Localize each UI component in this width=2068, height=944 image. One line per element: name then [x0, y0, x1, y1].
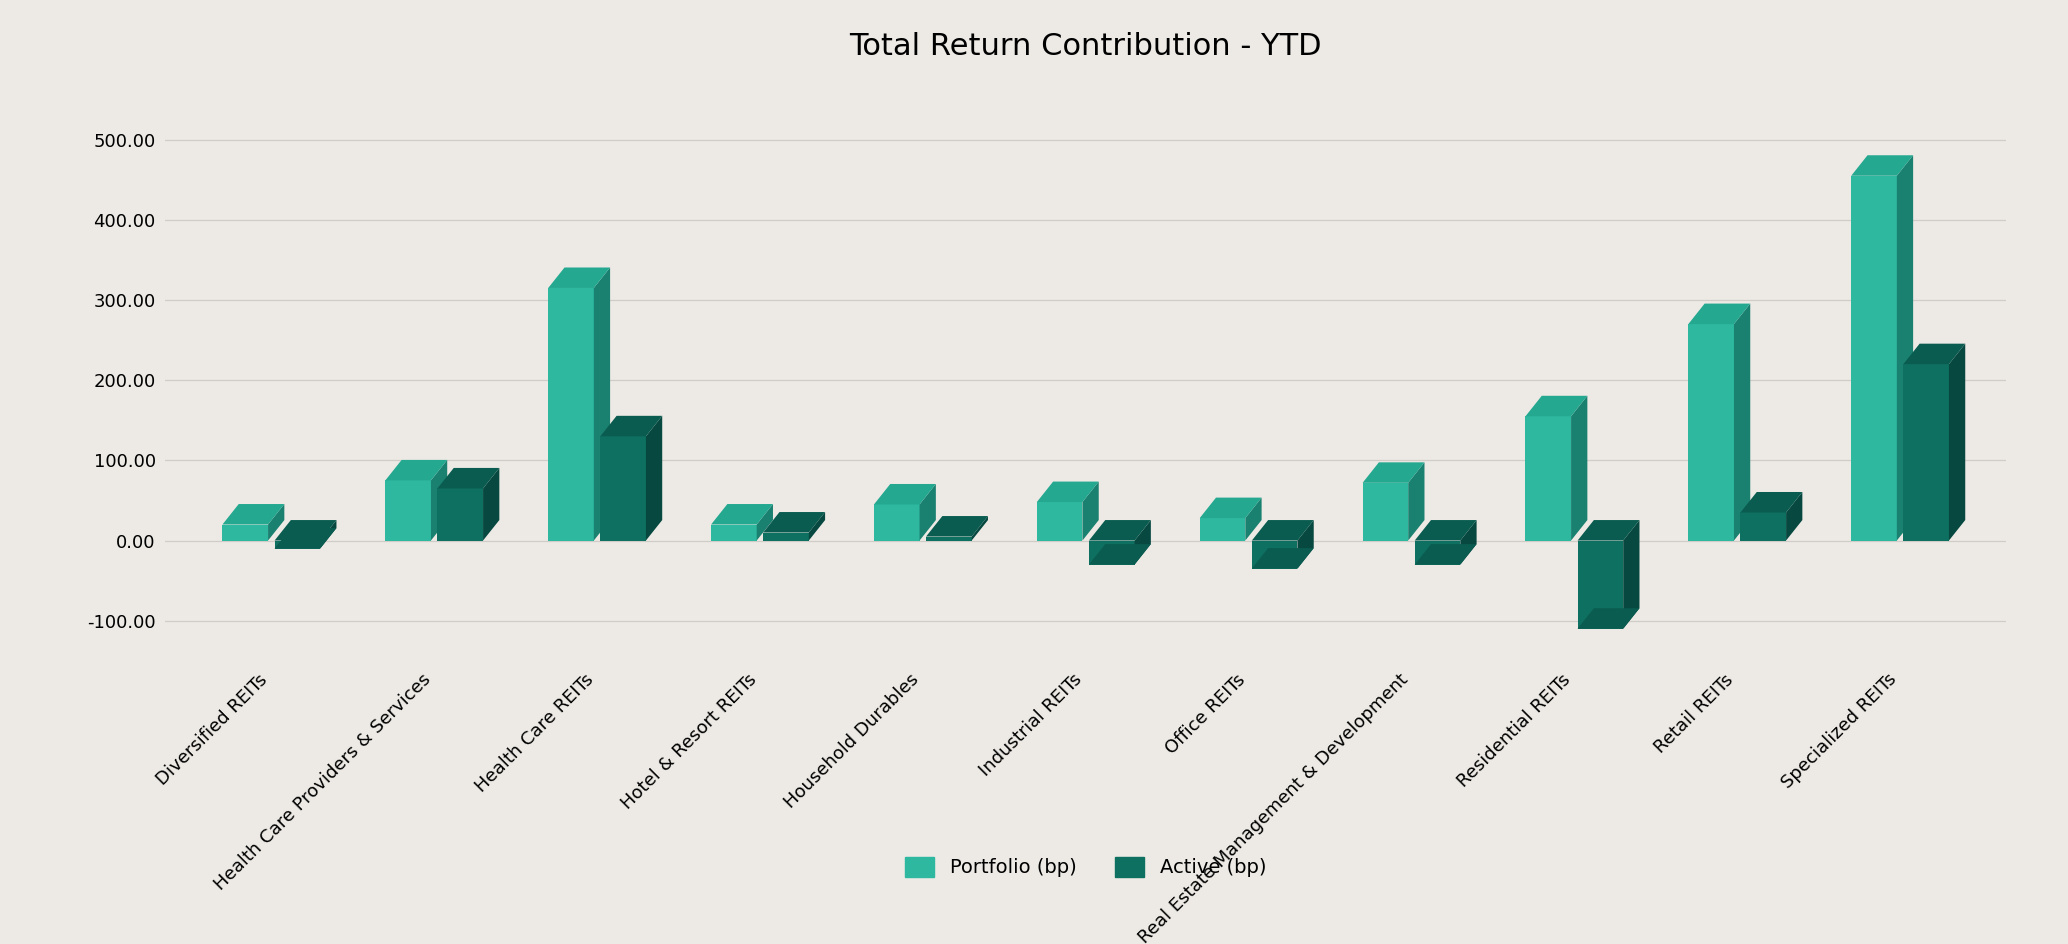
- Polygon shape: [1896, 155, 1913, 541]
- Polygon shape: [926, 516, 989, 536]
- Polygon shape: [385, 480, 430, 541]
- Polygon shape: [1090, 520, 1152, 541]
- Polygon shape: [1090, 544, 1152, 565]
- Polygon shape: [875, 504, 920, 541]
- Polygon shape: [1851, 176, 1896, 541]
- Polygon shape: [275, 528, 337, 548]
- Polygon shape: [1199, 518, 1245, 541]
- Polygon shape: [711, 525, 757, 541]
- Polygon shape: [1363, 482, 1408, 541]
- Polygon shape: [1090, 541, 1135, 565]
- Polygon shape: [972, 516, 989, 541]
- Polygon shape: [1741, 513, 1787, 541]
- Polygon shape: [1036, 481, 1098, 502]
- Polygon shape: [1578, 608, 1640, 629]
- Polygon shape: [1415, 541, 1460, 565]
- Legend: Portfolio (bp), Active (bp): Portfolio (bp), Active (bp): [898, 849, 1274, 885]
- Polygon shape: [484, 468, 498, 541]
- Polygon shape: [548, 288, 594, 541]
- Polygon shape: [600, 415, 662, 436]
- Polygon shape: [920, 484, 937, 541]
- Polygon shape: [1415, 520, 1477, 541]
- Polygon shape: [1572, 396, 1588, 541]
- Polygon shape: [757, 504, 773, 541]
- Polygon shape: [1135, 520, 1152, 565]
- Polygon shape: [548, 267, 610, 288]
- Title: Total Return Contribution - YTD: Total Return Contribution - YTD: [850, 32, 1321, 60]
- Polygon shape: [223, 525, 269, 541]
- Polygon shape: [875, 484, 937, 504]
- Polygon shape: [1948, 344, 1965, 541]
- Polygon shape: [223, 504, 283, 525]
- Polygon shape: [763, 532, 809, 541]
- Polygon shape: [385, 460, 447, 480]
- Polygon shape: [1578, 541, 1623, 629]
- Polygon shape: [1082, 481, 1098, 541]
- Polygon shape: [438, 468, 498, 488]
- Polygon shape: [1851, 155, 1913, 176]
- Polygon shape: [1526, 416, 1572, 541]
- Polygon shape: [1903, 344, 1965, 364]
- Polygon shape: [1687, 324, 1733, 541]
- Polygon shape: [438, 488, 484, 541]
- Polygon shape: [1363, 463, 1425, 482]
- Polygon shape: [1408, 463, 1425, 541]
- Polygon shape: [600, 436, 645, 541]
- Polygon shape: [1415, 544, 1477, 565]
- Polygon shape: [269, 504, 283, 541]
- Polygon shape: [645, 415, 662, 541]
- Polygon shape: [430, 460, 447, 541]
- Polygon shape: [275, 520, 337, 541]
- Polygon shape: [275, 541, 321, 548]
- Polygon shape: [321, 520, 337, 548]
- Polygon shape: [1251, 548, 1313, 568]
- Polygon shape: [1526, 396, 1588, 416]
- Polygon shape: [1733, 304, 1750, 541]
- Polygon shape: [926, 536, 972, 541]
- Polygon shape: [1578, 520, 1640, 541]
- Polygon shape: [1036, 502, 1082, 541]
- Polygon shape: [1687, 304, 1750, 324]
- Polygon shape: [1623, 520, 1640, 629]
- Polygon shape: [711, 504, 773, 525]
- Polygon shape: [763, 512, 825, 532]
- Polygon shape: [1787, 492, 1803, 541]
- Polygon shape: [809, 512, 825, 541]
- Polygon shape: [1245, 497, 1261, 541]
- Polygon shape: [1251, 520, 1313, 541]
- Polygon shape: [594, 267, 610, 541]
- Polygon shape: [1251, 541, 1297, 568]
- Polygon shape: [1903, 364, 1948, 541]
- Polygon shape: [1199, 497, 1261, 518]
- Polygon shape: [1297, 520, 1313, 568]
- Polygon shape: [1741, 492, 1803, 513]
- Polygon shape: [1460, 520, 1477, 565]
